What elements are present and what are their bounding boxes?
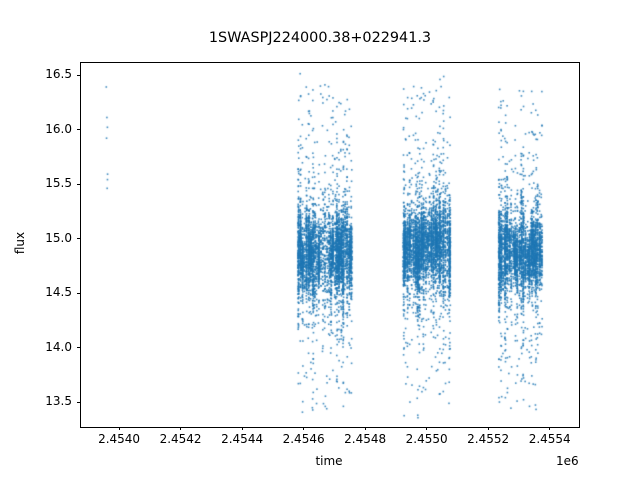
y-tick-mark (76, 347, 80, 349)
y-tick-label: 15.5 (45, 176, 72, 191)
plot-axes-frame (80, 62, 580, 428)
x-tick-label: 2.4544 (221, 432, 264, 446)
x-tick-label: 2.4552 (467, 432, 510, 446)
y-tick-mark (76, 74, 80, 76)
y-tick-label: 13.5 (45, 394, 72, 409)
y-tick-mark (76, 401, 80, 403)
x-tick-label: 2.4540 (98, 432, 141, 446)
y-tick-label: 15.0 (45, 230, 72, 245)
x-tick-label: 2.4550 (405, 432, 448, 446)
scatter-plot-canvas (81, 63, 579, 427)
x-tick-label: 2.4546 (282, 432, 325, 446)
chart-title: 1SWASPJ224000.38+022941.3 (208, 30, 432, 46)
x-axis-label: time (315, 454, 343, 468)
y-tick-mark (76, 129, 80, 131)
y-tick-mark (76, 183, 80, 185)
y-tick-mark (76, 238, 80, 240)
x-tick-label: 2.4548 (344, 432, 387, 446)
y-tick-label: 16.5 (45, 67, 72, 82)
x-axis-offset-text: 1e6 (556, 454, 579, 468)
y-tick-label: 14.0 (45, 339, 72, 354)
x-tick-label: 2.4542 (159, 432, 202, 446)
y-tick-mark (76, 292, 80, 294)
y-tick-label: 14.5 (45, 285, 72, 300)
y-tick-label: 16.0 (45, 121, 72, 136)
x-tick-label: 2.4554 (528, 432, 571, 446)
